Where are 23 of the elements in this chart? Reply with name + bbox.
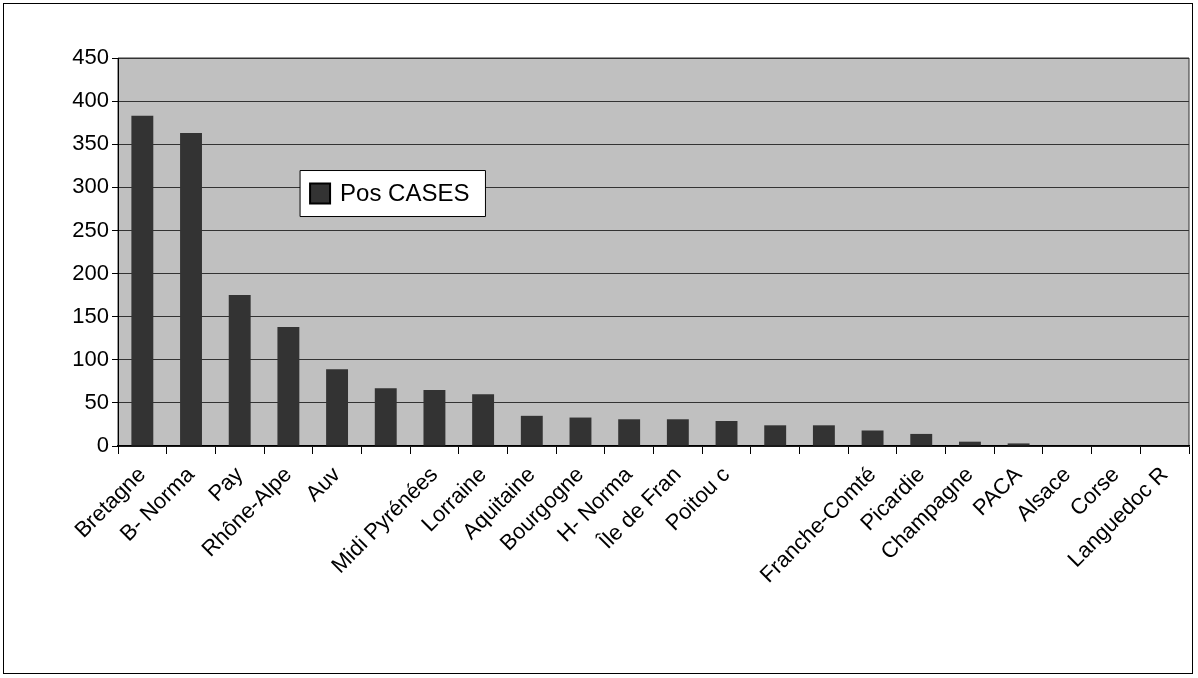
y-tick-label: 450 <box>72 44 109 70</box>
bar <box>958 441 981 446</box>
y-tick-label: 50 <box>84 388 109 414</box>
bar <box>764 425 787 446</box>
bar <box>520 415 543 446</box>
y-tick-label: 350 <box>72 130 109 156</box>
x-tick-label: Auv <box>300 461 345 506</box>
y-tick-label: 100 <box>72 345 109 371</box>
bar <box>1007 443 1030 446</box>
legend-label: Pos CASES <box>340 179 470 207</box>
y-tick-label: 150 <box>72 302 109 328</box>
y-tick-label: 200 <box>72 259 109 285</box>
y-tick-label: 300 <box>72 173 109 199</box>
bar <box>618 419 641 446</box>
bar <box>666 419 689 446</box>
y-tick-label: 0 <box>96 432 109 458</box>
bar <box>812 425 835 446</box>
bar <box>910 433 933 446</box>
bar <box>861 430 884 446</box>
y-tick-label: 250 <box>72 216 109 242</box>
bar <box>715 421 738 446</box>
bar <box>569 417 592 446</box>
y-tick-label: 400 <box>72 87 109 113</box>
